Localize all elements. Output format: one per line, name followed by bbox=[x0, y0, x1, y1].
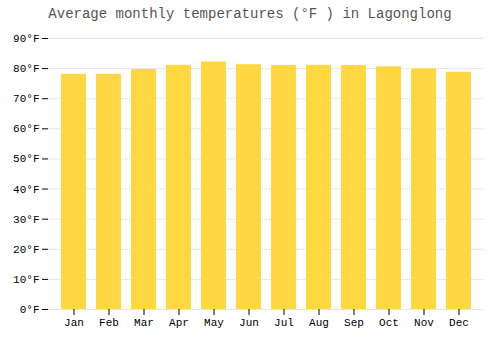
svg-text:20°F: 20°F bbox=[13, 244, 39, 256]
svg-text:90°F: 90°F bbox=[13, 33, 39, 45]
svg-text:80°F: 80°F bbox=[13, 63, 39, 75]
svg-text:Mar: Mar bbox=[134, 317, 154, 329]
svg-text:40°F: 40°F bbox=[13, 184, 39, 196]
svg-text:70°F: 70°F bbox=[13, 93, 39, 105]
svg-text:Feb: Feb bbox=[99, 317, 119, 329]
html-text:Average monthly temperatures (: Average monthly temperatures (°F ) in La… bbox=[48, 6, 452, 22]
svg-text:10°F: 10°F bbox=[13, 274, 39, 286]
svg-text:Oct: Oct bbox=[379, 317, 399, 329]
svg-text:0°F: 0°F bbox=[20, 304, 40, 316]
svg-text:Nov: Nov bbox=[414, 317, 434, 329]
svg-text:Jul: Jul bbox=[274, 317, 294, 329]
svg-text:Jan: Jan bbox=[64, 317, 84, 329]
svg-text:Apr: Apr bbox=[169, 317, 189, 329]
svg-text:Aug: Aug bbox=[309, 317, 329, 329]
svg-text:30°F: 30°F bbox=[13, 214, 39, 226]
svg-text:50°F: 50°F bbox=[13, 153, 39, 165]
svg-text:Jun: Jun bbox=[239, 317, 259, 329]
svg-text:May: May bbox=[204, 317, 224, 329]
svg-text:Sep: Sep bbox=[344, 317, 364, 329]
svg-text:60°F: 60°F bbox=[13, 123, 39, 135]
svg-text:Dec: Dec bbox=[449, 317, 469, 329]
